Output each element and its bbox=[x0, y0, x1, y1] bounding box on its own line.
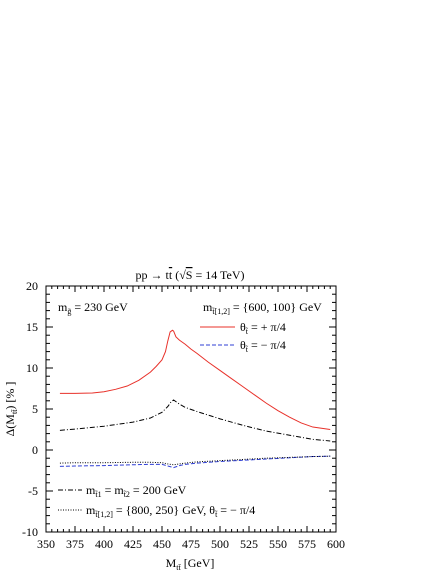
stop-masses-annotation: mt̃[1,2] = {600, 100} GeV bbox=[203, 300, 322, 316]
x-tick-label: 550 bbox=[269, 537, 287, 551]
x-tick-label: 425 bbox=[124, 537, 142, 551]
y-tick-label: 15 bbox=[26, 320, 38, 334]
x-tick-label: 400 bbox=[95, 537, 113, 551]
x-tick-label: 350 bbox=[37, 537, 55, 551]
legend-label-dotted: mt̃[1,2] = {800, 250} GeV, θt̃ = − π/4 bbox=[86, 503, 255, 519]
gluino-mass-annotation: mg̃ = 230 GeV bbox=[58, 300, 128, 316]
x-tick-label: 525 bbox=[240, 537, 258, 551]
x-tick-label: 500 bbox=[211, 537, 229, 551]
series-line-dashdot bbox=[59, 399, 331, 442]
series-layer bbox=[59, 329, 331, 469]
x-tick-label: 375 bbox=[66, 537, 84, 551]
legend-label-plus: θt̃ = + π/4 bbox=[240, 320, 286, 336]
y-tick-label: 0 bbox=[32, 443, 38, 457]
legend-label-dashdot: mt̃1 = mt̃2 = 200 GeV bbox=[86, 483, 187, 499]
y-axis-label: Δ(Mtt̄) [% ] bbox=[3, 382, 19, 437]
x-tick-label: 575 bbox=[298, 537, 316, 551]
y-tick-label: -10 bbox=[22, 525, 38, 539]
x-tick-label: 475 bbox=[182, 537, 200, 551]
series-line-dotted bbox=[59, 455, 331, 466]
y-tick-label: 20 bbox=[26, 279, 38, 293]
legend-top-right: θt̃ = + π/4 θt̃ = − π/4 bbox=[200, 320, 286, 354]
y-tick-label: 5 bbox=[32, 402, 38, 416]
x-tick-label: 450 bbox=[153, 537, 171, 551]
x-tick-label: 600 bbox=[327, 537, 345, 551]
series-line-solid bbox=[59, 329, 331, 430]
x-axis-label: Mtt̄ [GeV] bbox=[166, 556, 215, 571]
legend-label-minus: θt̃ = − π/4 bbox=[240, 338, 286, 354]
chart-title: pp → tt (√S = 14 TeV) bbox=[136, 268, 245, 282]
y-tick-label: 10 bbox=[26, 361, 38, 375]
series-line-dashed bbox=[59, 455, 331, 469]
axes: 350 375 400 425 450 475 500 525 550 575 600 -10 -5 0 5… bbox=[22, 279, 345, 551]
legend-bottom-left: mt̃1 = mt̃2 = 200 GeV mt̃[1,2] = {800, 2… bbox=[58, 483, 255, 519]
y-tick-label: -5 bbox=[28, 484, 38, 498]
